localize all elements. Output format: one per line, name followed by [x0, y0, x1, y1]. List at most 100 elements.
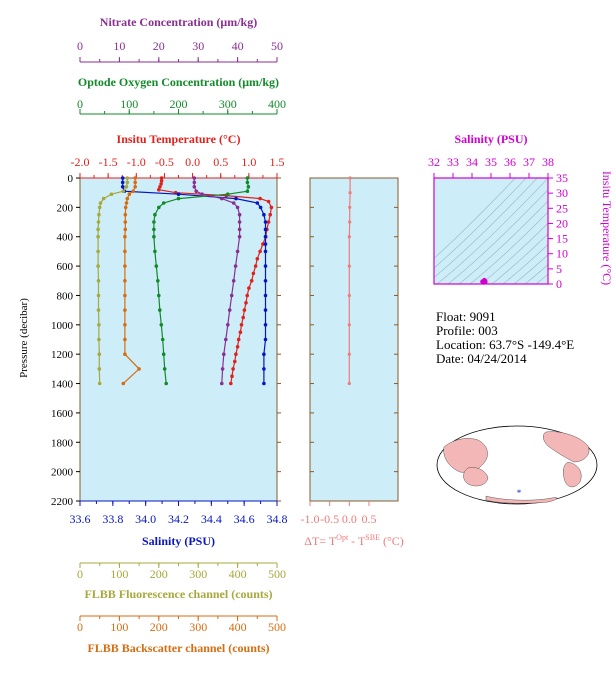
temperature-point — [249, 279, 254, 283]
ts-density-contour — [434, 178, 516, 259]
backscatter-axis-title: FLBB Backscatter channel (counts) — [87, 641, 269, 655]
delta-t-point — [348, 191, 352, 195]
ts-x-tick-label: 37 — [523, 155, 535, 169]
fluorescence-point — [96, 279, 101, 283]
delta-t-label-sup: Opt — [336, 533, 349, 542]
ts-y-tick-label: 20 — [556, 216, 568, 230]
temperature-point — [229, 381, 233, 386]
nitrate-axis-title: Nitrate Concentration (μm/kg) — [100, 15, 257, 29]
salinity-point — [263, 242, 268, 246]
nitrate-tick-label: 50 — [271, 39, 283, 53]
oxygen-tick-label: 200 — [170, 97, 188, 111]
backscatter-point — [123, 308, 127, 312]
pressure-tick-label: 800 — [57, 290, 74, 302]
fluorescence-point — [125, 180, 130, 185]
delta-t-point — [347, 264, 351, 268]
nitrate-tick-label: 30 — [192, 39, 204, 53]
delta-t-tick-label: -1.0 — [301, 512, 320, 526]
nitrate-point — [237, 220, 242, 224]
fluorescence-point — [96, 227, 100, 232]
salinity-tick-label: 33.8 — [102, 512, 123, 526]
salinity-axis-title: Salinity (PSU) — [142, 534, 215, 548]
nitrate-point — [220, 367, 225, 371]
globe-land-australia — [463, 467, 489, 487]
fluorescence-tick-label: 500 — [268, 567, 286, 581]
nitrate-series-line — [193, 178, 241, 384]
nitrate-point — [222, 352, 226, 357]
main-plot-series — [96, 176, 274, 386]
pressure-axis-label: Pressure (decibar) — [18, 298, 30, 378]
fluorescence-point — [96, 220, 101, 224]
salinity-point — [262, 381, 266, 386]
location-globe-map: * — [436, 425, 598, 505]
main-plot-area — [80, 178, 277, 501]
ts-y-tick-label: 15 — [556, 232, 568, 246]
oxygen-point — [152, 220, 156, 224]
backscatter-point — [123, 323, 127, 327]
temperature-tick-label: -2.0 — [71, 155, 90, 169]
temperature-point — [253, 264, 258, 268]
ts-x-tick-label: 34 — [466, 155, 478, 169]
delta-t-point — [348, 176, 352, 180]
oxygen-point — [161, 201, 166, 205]
oxygen-point — [157, 293, 161, 298]
fluorescence-point — [121, 189, 126, 193]
oxygen-point — [245, 176, 250, 180]
oxygen-axis-title: Optode Oxygen Concentration (μm/kg) — [78, 75, 279, 89]
delta-t-point — [347, 235, 351, 239]
temperature-point — [230, 374, 234, 379]
salinity-point — [263, 308, 268, 312]
ts-x-tick-label: 33 — [447, 155, 459, 169]
oxygen-point — [245, 180, 250, 185]
temperature-tick-label: -1.0 — [127, 155, 146, 169]
nitrate-point — [200, 192, 204, 196]
nitrate-point — [227, 308, 232, 312]
oxygen-point — [153, 249, 157, 254]
salinity-tick-label: 33.6 — [70, 512, 91, 526]
salinity-point — [263, 227, 268, 232]
pressure-tick-label: 200 — [57, 202, 74, 214]
nitrate-tick-label: 20 — [153, 39, 165, 53]
ts-point — [483, 280, 488, 285]
temperature-point — [231, 367, 235, 371]
salinity-point — [263, 220, 268, 224]
fluorescence-point — [124, 185, 129, 189]
ts-x-tick-label: 35 — [485, 155, 497, 169]
oxygen-point — [160, 337, 165, 342]
temperature-tick-label: 1.0 — [241, 155, 256, 169]
nitrate-point — [192, 180, 197, 185]
temperature-point — [158, 185, 162, 189]
fluorescence-point — [97, 381, 102, 386]
temperature-point — [266, 199, 271, 204]
nitrate-tick-label: 40 — [232, 39, 244, 53]
fluorescence-point — [96, 249, 100, 254]
oxygen-point — [152, 234, 156, 239]
fluorescence-point — [97, 367, 102, 371]
oxygen-point — [152, 227, 156, 232]
pressure-tick-label: 0 — [68, 173, 74, 185]
ts-y-axis-title: Insitu Temperature (°C) — [600, 171, 614, 285]
ts-density-contour — [480, 222, 548, 284]
nitrate-point — [237, 234, 242, 239]
backscatter-point — [127, 192, 132, 196]
nitrate-point — [237, 212, 242, 217]
temperature-point — [233, 359, 237, 364]
backscatter-tick-label: 400 — [229, 620, 247, 634]
fluorescence-point — [109, 192, 114, 196]
backscatter-point — [123, 227, 128, 232]
fluorescence-tick-label: 100 — [110, 567, 128, 581]
ts-title: Salinity (PSU) — [454, 132, 527, 146]
delta-t-point — [347, 293, 351, 298]
location-text: Location: 63.7°S -149.4°E — [436, 337, 575, 352]
ts-y-tick-label: 35 — [556, 171, 568, 185]
salinity-point — [263, 279, 268, 283]
backscatter-tick-label: 200 — [150, 620, 168, 634]
nitrate-point — [231, 279, 236, 283]
delta-t-point — [348, 220, 352, 224]
globe-land-antarctica — [485, 495, 558, 504]
salinity-tick-label: 34.4 — [201, 512, 222, 526]
temperature-point — [241, 315, 245, 320]
ts-density-contour — [436, 178, 548, 284]
oxygen-point — [159, 323, 164, 327]
